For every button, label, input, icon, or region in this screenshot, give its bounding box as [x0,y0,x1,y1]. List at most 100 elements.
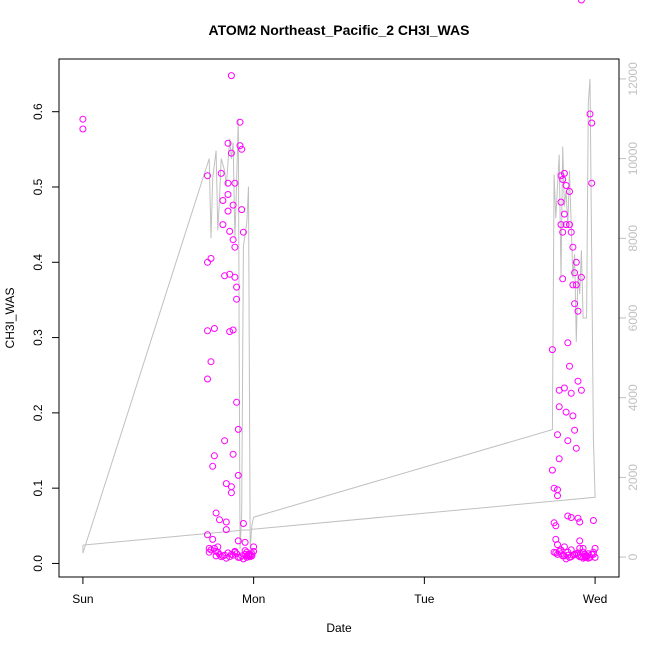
data-points [79,0,599,563]
y2-tick-label: 0 [626,553,640,560]
data-point [212,509,220,517]
y-tick-label: 0.0 [31,555,45,572]
data-point [591,544,599,552]
data-point [207,358,215,366]
data-point [574,549,582,557]
data-point [209,462,217,470]
data-point [234,537,242,545]
data-point [217,169,225,177]
secondary-series-line [82,78,596,554]
data-point [205,544,213,552]
data-point [557,221,565,229]
data-point [562,408,570,416]
data-point [207,546,215,554]
data-point [233,398,241,406]
x-axis-label: Date [326,621,352,635]
data-point [554,550,561,558]
data-point [554,541,561,549]
data-point [564,437,572,445]
data-point [224,207,232,215]
data-point [245,550,252,558]
data-point [548,466,556,474]
data-point [226,227,234,235]
x-tick-label: Mon [242,592,265,606]
data-point [552,549,560,557]
data-point [566,221,573,229]
data-point [204,375,211,383]
data-point [212,552,220,560]
data-point [219,221,227,229]
data-point [226,270,234,278]
data-point [569,243,577,251]
data-point [224,139,232,147]
data-point [557,198,565,206]
data-point [79,115,87,123]
data-point [241,538,249,546]
data-point [554,492,561,500]
data-point [574,551,582,559]
data-point [204,531,211,539]
data-point [550,484,558,492]
data-point [564,551,572,559]
data-point [234,425,242,433]
data-point [566,188,573,195]
data-point [229,236,237,244]
data-point [207,255,215,262]
data-point [214,548,222,556]
data-point [583,552,591,560]
data-point [226,328,234,336]
data-point [588,119,596,127]
data-point [577,0,585,4]
data-point [552,522,560,530]
data-point [238,145,246,153]
data-point [239,228,247,236]
data-point [205,548,213,556]
data-point [250,543,258,551]
data-point [567,514,575,521]
data-point [559,228,567,236]
secondary-line [82,78,596,554]
data-point [229,201,237,209]
data-point [216,516,223,524]
data-point [564,512,572,520]
data-point [555,403,563,411]
data-point [569,412,577,420]
data-point [566,362,573,370]
x-tick-label: Tue [414,592,435,606]
data-point [224,191,232,198]
data-point [231,273,239,281]
y-tick-label: 0.1 [31,479,45,496]
data-point [559,176,567,183]
y2-tick-label: 4000 [626,384,640,411]
y-tick-label: 0.2 [31,404,45,421]
data-point [222,480,230,488]
data-point [576,518,584,526]
data-point [217,553,225,561]
data-point [589,548,597,556]
data-point [555,455,563,463]
data-point [571,550,579,558]
data-point [224,549,232,557]
x-tick-label: Sun [72,592,93,606]
data-point [248,552,256,560]
data-point [231,179,239,187]
data-point [221,272,229,280]
data-point [233,283,241,291]
data-point [571,269,579,277]
chart-title: ATOM2 Northeast_Pacific_2 CH3I_WAS [209,22,470,38]
data-point [79,125,87,133]
data-point [574,377,582,385]
data-point [222,526,230,534]
data-point [571,426,579,434]
data-point [224,179,232,187]
data-point [219,197,227,204]
data-point [574,514,582,522]
data-point [227,489,235,497]
data-point [559,275,567,283]
data-point [236,142,244,150]
data-point [214,543,222,551]
data-point [234,471,242,479]
data-point [560,169,568,177]
data-point [564,339,572,347]
data-point [204,172,211,180]
